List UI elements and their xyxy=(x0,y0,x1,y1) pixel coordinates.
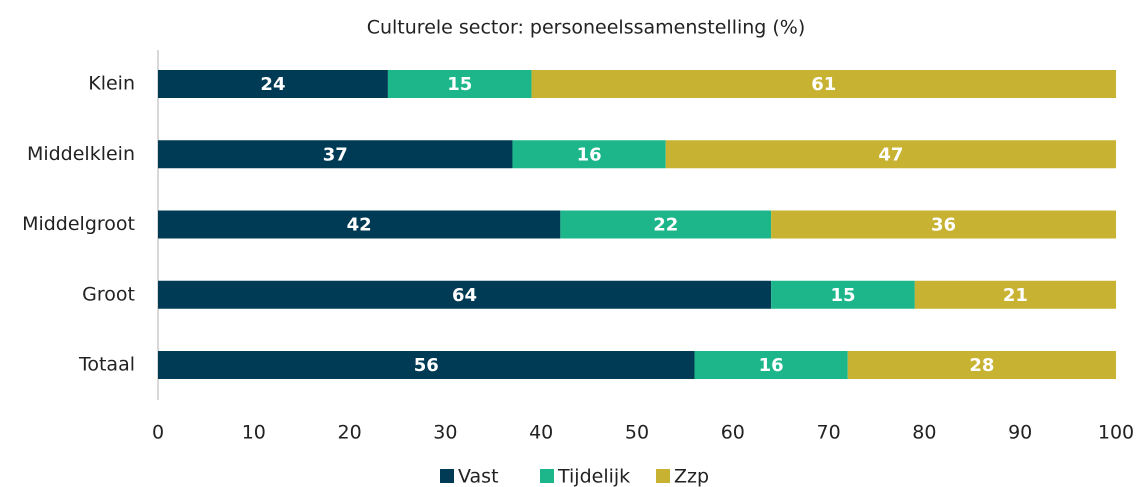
bar-segment xyxy=(914,280,1116,309)
x-tick-label: 0 xyxy=(152,422,164,444)
value-label: 36 xyxy=(931,215,956,236)
bar-segment xyxy=(771,210,1116,239)
value-label: 24 xyxy=(260,74,285,95)
value-label: 21 xyxy=(1003,285,1028,306)
value-label: 47 xyxy=(878,144,903,165)
y-tick-label: Middelklein xyxy=(27,143,135,165)
bar-segment xyxy=(512,140,666,169)
x-tick-label: 100 xyxy=(1098,422,1134,444)
value-label: 42 xyxy=(347,215,372,236)
bar-segment xyxy=(158,280,772,309)
value-label: 16 xyxy=(577,144,602,165)
y-tick-label: Middelgroot xyxy=(22,213,135,235)
legend-swatch xyxy=(656,469,670,483)
legend-label: Vast xyxy=(458,466,499,487)
value-label: 15 xyxy=(447,74,472,95)
value-label: 56 xyxy=(414,355,439,376)
legend-swatch xyxy=(440,469,454,483)
value-label: 64 xyxy=(452,285,477,306)
value-label: 15 xyxy=(830,285,855,306)
bar-segment xyxy=(387,70,532,98)
value-label: 16 xyxy=(759,355,784,376)
value-label: 37 xyxy=(323,144,348,165)
x-tick-label: 80 xyxy=(912,422,936,444)
value-label: 22 xyxy=(653,215,678,236)
x-tick-label: 30 xyxy=(433,422,457,444)
x-tick-label: 60 xyxy=(721,422,745,444)
x-tick-label: 10 xyxy=(242,422,266,444)
bar-segment xyxy=(158,351,695,379)
legend-swatch xyxy=(540,469,554,483)
y-tick-label: Groot xyxy=(82,283,135,305)
x-tick-label: 70 xyxy=(817,422,841,444)
bar-segment xyxy=(771,280,915,309)
legend-label: Zzp xyxy=(674,466,709,487)
bar-segment xyxy=(665,140,1116,169)
y-tick-label: Totaal xyxy=(78,354,135,376)
bar-segment xyxy=(560,210,772,239)
x-tick-label: 50 xyxy=(625,422,649,444)
bar-segment xyxy=(158,70,388,98)
y-tick-label: Klein xyxy=(88,73,135,95)
x-tick-label: 20 xyxy=(338,422,362,444)
value-label: 28 xyxy=(969,355,994,376)
x-tick-label: 40 xyxy=(529,422,553,444)
legend-label: Tijdelijk xyxy=(557,466,630,487)
x-tick-label: 90 xyxy=(1008,422,1032,444)
value-label: 61 xyxy=(811,74,836,95)
bar-segment xyxy=(158,140,513,169)
bar-segment xyxy=(531,70,1116,98)
bar-segment xyxy=(158,210,561,239)
bar-segment xyxy=(847,351,1116,379)
chart-title: Culturele sector: personeelssamenstellin… xyxy=(367,17,806,39)
bar-segment xyxy=(694,351,848,379)
